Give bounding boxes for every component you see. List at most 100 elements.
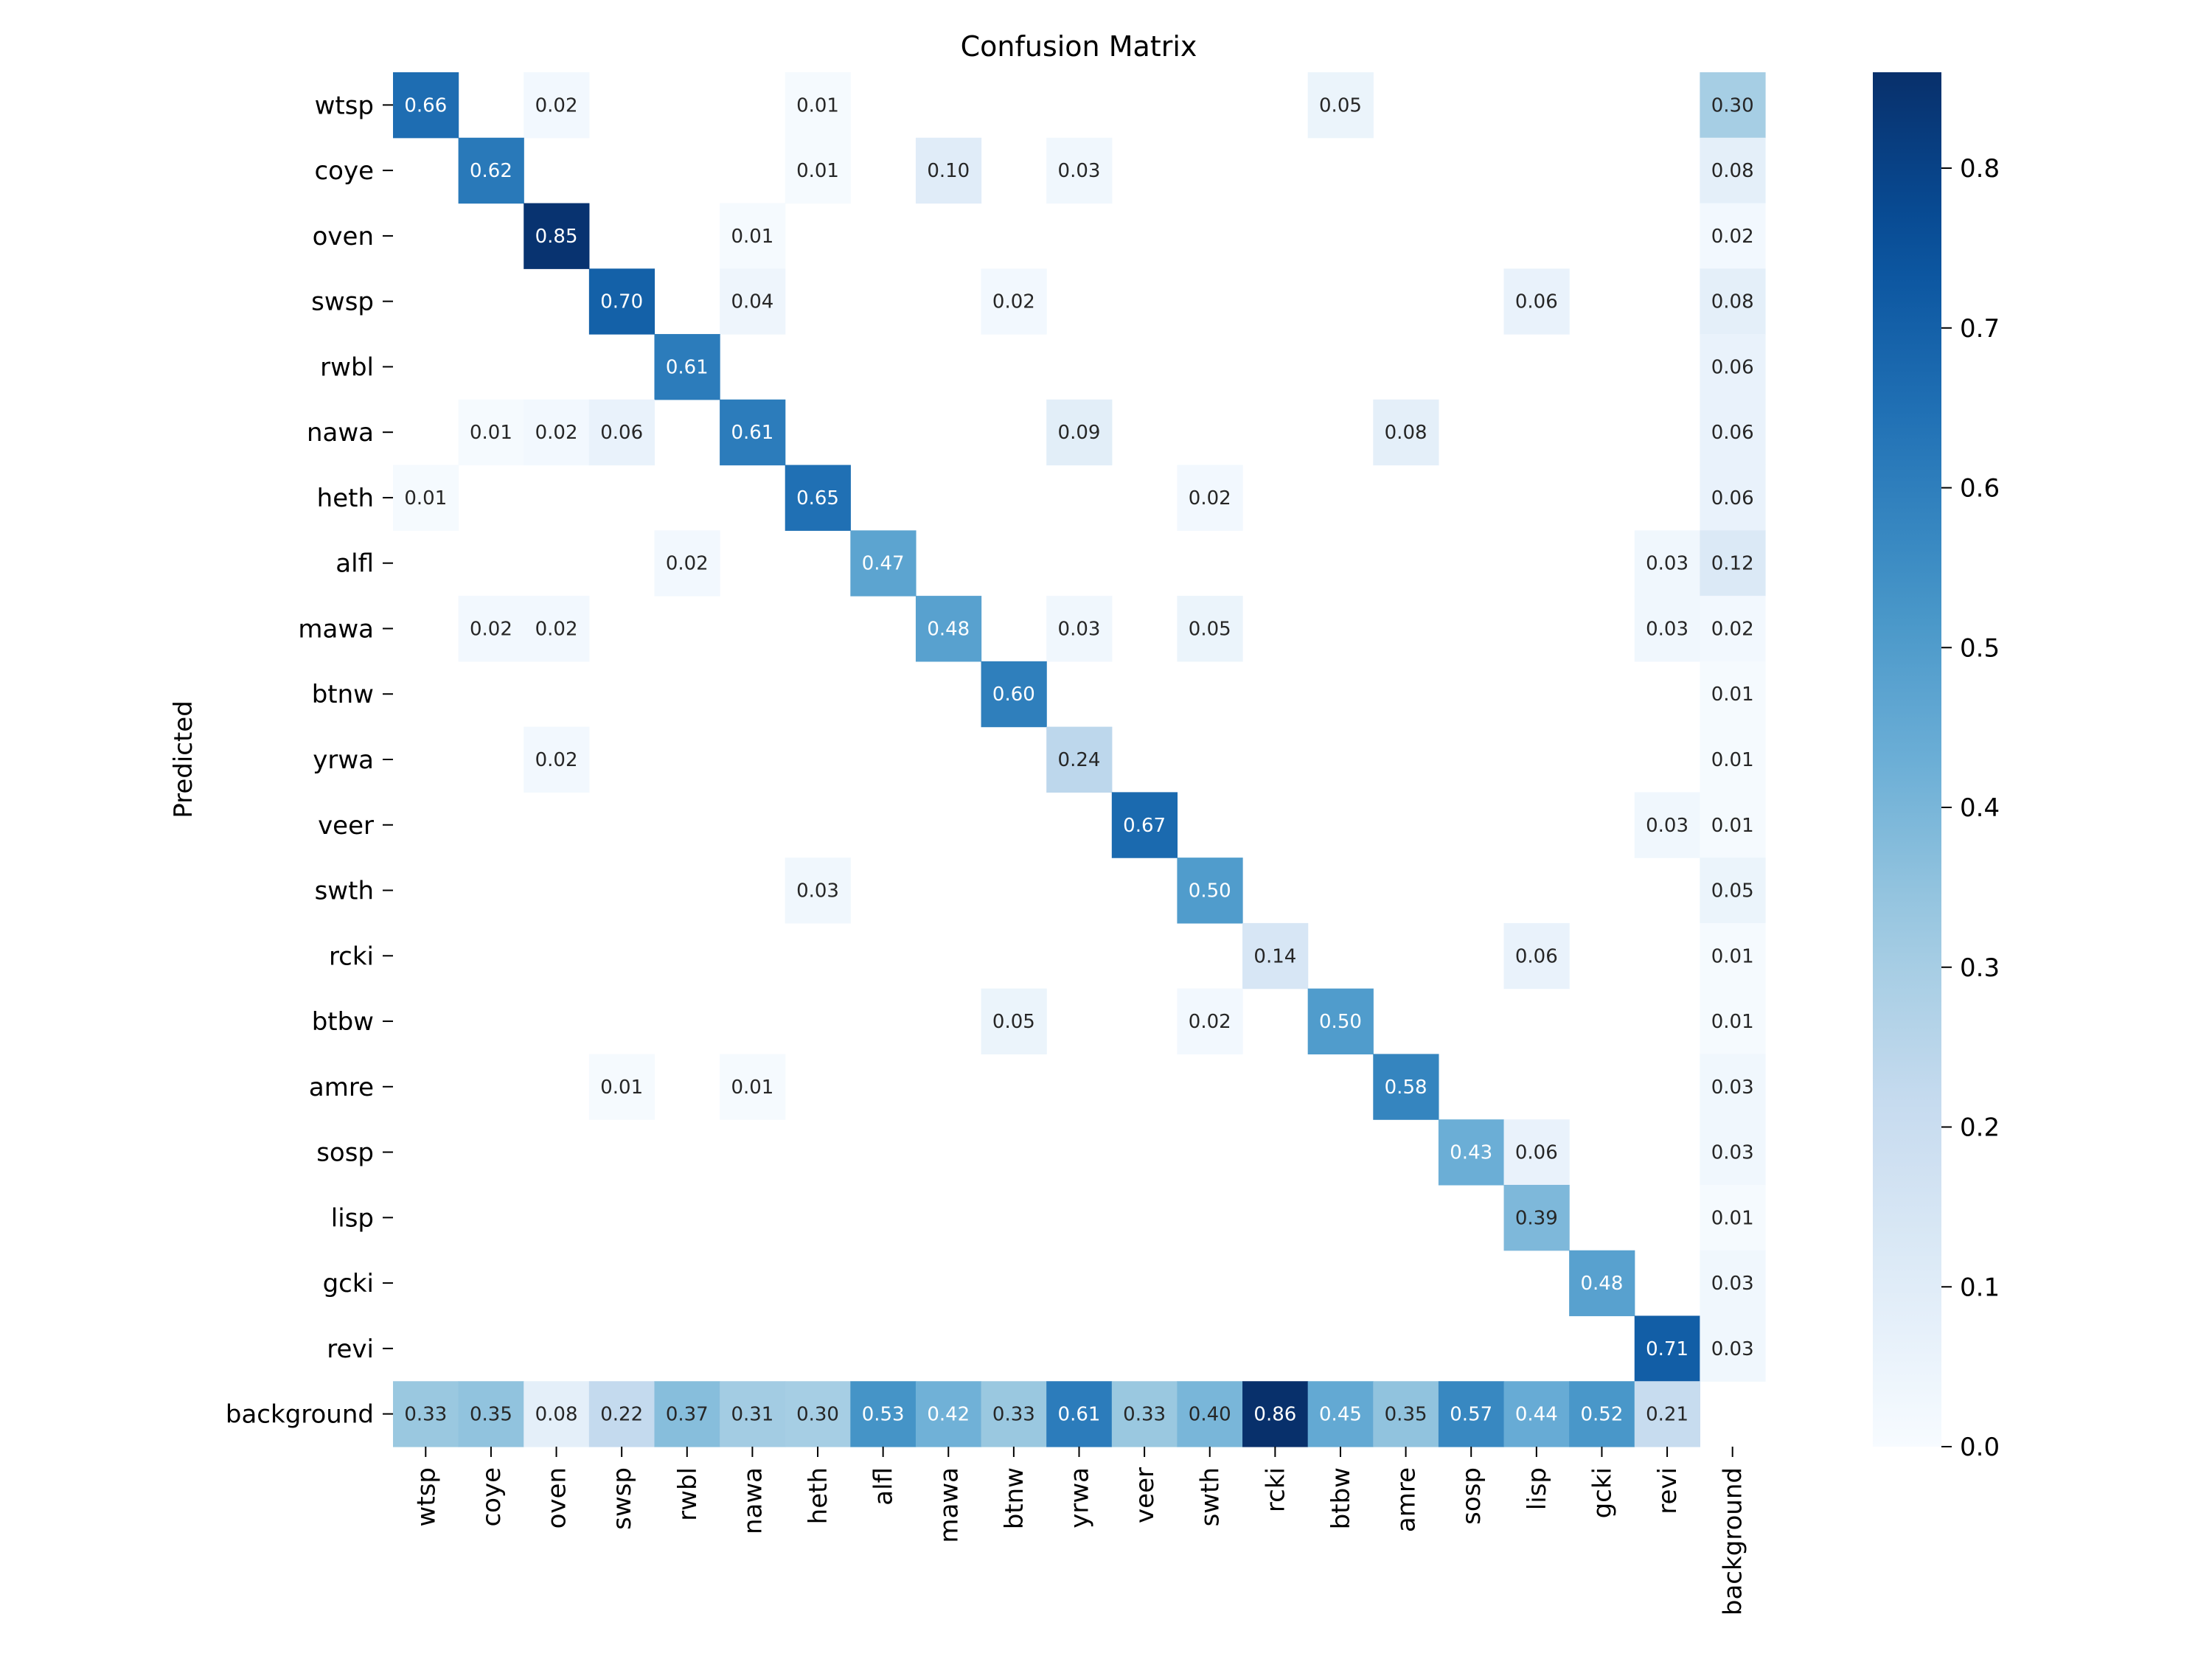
- heatmap-cell: [915, 1381, 982, 1447]
- heatmap-cell: [1177, 1381, 1243, 1447]
- x-tick-label: veer: [1130, 1467, 1160, 1523]
- y-tick-label: wtsp: [315, 91, 374, 120]
- cell-value: 0.01: [1711, 945, 1754, 967]
- cell-value: 0.06: [1515, 1142, 1558, 1164]
- heatmap-cell: [393, 465, 459, 531]
- cell-value: 0.02: [1189, 1011, 1231, 1033]
- heatmap-cell: [393, 1381, 459, 1447]
- heatmap-cell: [1177, 988, 1243, 1055]
- cell-value: 0.01: [796, 94, 839, 116]
- heatmap-cell: [458, 137, 524, 204]
- cell-value: 0.02: [1189, 487, 1231, 509]
- heatmap-cell: [1700, 399, 1766, 466]
- cell-value: 0.03: [1711, 1077, 1754, 1099]
- heatmap-cell: [524, 399, 590, 466]
- heatmap-cell: [1373, 1054, 1439, 1120]
- y-tick-label: heth: [317, 484, 374, 513]
- cell-value: 0.65: [796, 487, 839, 509]
- heatmap-cell: [720, 203, 786, 269]
- x-tick-label: swsp: [608, 1467, 637, 1530]
- heatmap-cell: [1700, 465, 1766, 531]
- heatmap-cell: [524, 1381, 590, 1447]
- heatmap-cell: [1503, 922, 1570, 990]
- heatmap-cell: [1700, 268, 1766, 335]
- heatmap-cell: [1046, 726, 1113, 793]
- cell-value: 0.01: [600, 1077, 643, 1099]
- heatmap-cell: [458, 596, 524, 662]
- x-tick-label: nawa: [738, 1467, 768, 1534]
- cell-value: 0.08: [1385, 422, 1427, 444]
- heatmap-cell: [720, 1054, 786, 1120]
- heatmap-cell: [1700, 988, 1766, 1055]
- heatmap-cell: [1700, 1184, 1766, 1251]
- x-tick-label: amre: [1392, 1467, 1422, 1532]
- cell-value: 0.50: [1319, 1011, 1362, 1033]
- heatmap-cell: [1700, 1054, 1766, 1120]
- chart-title: Confusion Matrix: [961, 30, 1197, 63]
- heatmap-cell: [1177, 858, 1243, 924]
- cell-value: 0.30: [796, 1404, 839, 1426]
- heatmap-cell: [1634, 792, 1700, 858]
- cell-value: 0.09: [1058, 422, 1101, 444]
- heatmap-cell: [1700, 858, 1766, 924]
- colorbar-tick-label: 0.2: [1960, 1113, 2000, 1143]
- heatmap-cell: [1438, 1119, 1505, 1186]
- x-tick-label: revi: [1653, 1467, 1683, 1514]
- cell-value: 0.86: [1253, 1404, 1296, 1426]
- cell-value: 0.22: [600, 1404, 643, 1426]
- heatmap-cell: [1634, 1315, 1700, 1382]
- cell-value: 0.05: [1319, 94, 1362, 116]
- colorbar: [1873, 72, 1941, 1447]
- x-tick-label: mawa: [934, 1467, 964, 1543]
- y-tick-label: rcki: [329, 942, 374, 971]
- cell-value: 0.62: [470, 160, 512, 182]
- cell-value: 0.08: [1711, 160, 1754, 182]
- y-tick-label: alfl: [335, 549, 374, 579]
- cell-value: 0.42: [927, 1404, 970, 1426]
- cell-value: 0.01: [1711, 749, 1754, 771]
- x-tick-label: rwbl: [673, 1467, 703, 1521]
- heatmap-cell: [588, 268, 655, 335]
- heatmap-cell: [1700, 1315, 1766, 1382]
- cell-value: 0.02: [992, 291, 1035, 313]
- cell-value: 0.01: [470, 422, 512, 444]
- cell-value: 0.06: [600, 422, 643, 444]
- heatmap-cell: [1177, 596, 1243, 662]
- y-tick-labels: wtsp coye oven swsp rwbl nawa heth alfl mawa btnw…: [226, 91, 393, 1430]
- heatmap-cell: [720, 268, 786, 335]
- cell-value: 0.05: [992, 1011, 1035, 1033]
- cell-value: 0.05: [1189, 618, 1231, 640]
- heatmap-cell: [1700, 726, 1766, 793]
- heatmap-cell: [981, 988, 1047, 1055]
- heatmap-cell: [981, 661, 1047, 728]
- heatmap-cell: [1046, 399, 1113, 466]
- cell-value: 0.39: [1515, 1207, 1558, 1229]
- cell-value: 0.02: [535, 422, 578, 444]
- cell-value: 0.35: [1385, 1404, 1427, 1426]
- x-tick-label: heth: [804, 1467, 833, 1524]
- heatmap-cell: [393, 72, 459, 139]
- y-tick-label: gcki: [323, 1269, 374, 1298]
- y-tick-label: btnw: [312, 680, 374, 709]
- y-tick-label: amre: [309, 1073, 374, 1102]
- heatmap-cell: [850, 530, 917, 597]
- cell-value: 0.33: [992, 1404, 1035, 1426]
- heatmap-cell: [524, 203, 590, 269]
- cell-value: 0.02: [535, 618, 578, 640]
- heatmap-cell: [785, 1381, 851, 1447]
- y-tick-label: swth: [315, 877, 374, 906]
- cell-value: 0.60: [992, 684, 1035, 706]
- heatmap-cell: [1634, 1381, 1700, 1447]
- cell-value: 0.03: [1711, 1273, 1754, 1295]
- cell-value: 0.10: [927, 160, 970, 182]
- heatmap-cell: [1503, 1184, 1570, 1251]
- cell-value: 0.58: [1385, 1077, 1427, 1099]
- cell-value: 0.33: [404, 1404, 447, 1426]
- heatmap-cell: [1700, 72, 1766, 139]
- cell-value: 0.12: [1711, 553, 1754, 575]
- cell-value: 0.61: [1058, 1404, 1101, 1426]
- cell-value: 0.01: [731, 1077, 773, 1099]
- cell-value: 0.24: [1058, 749, 1101, 771]
- heatmap-cell: [1700, 530, 1766, 597]
- heatmap-cell: [1503, 1119, 1570, 1186]
